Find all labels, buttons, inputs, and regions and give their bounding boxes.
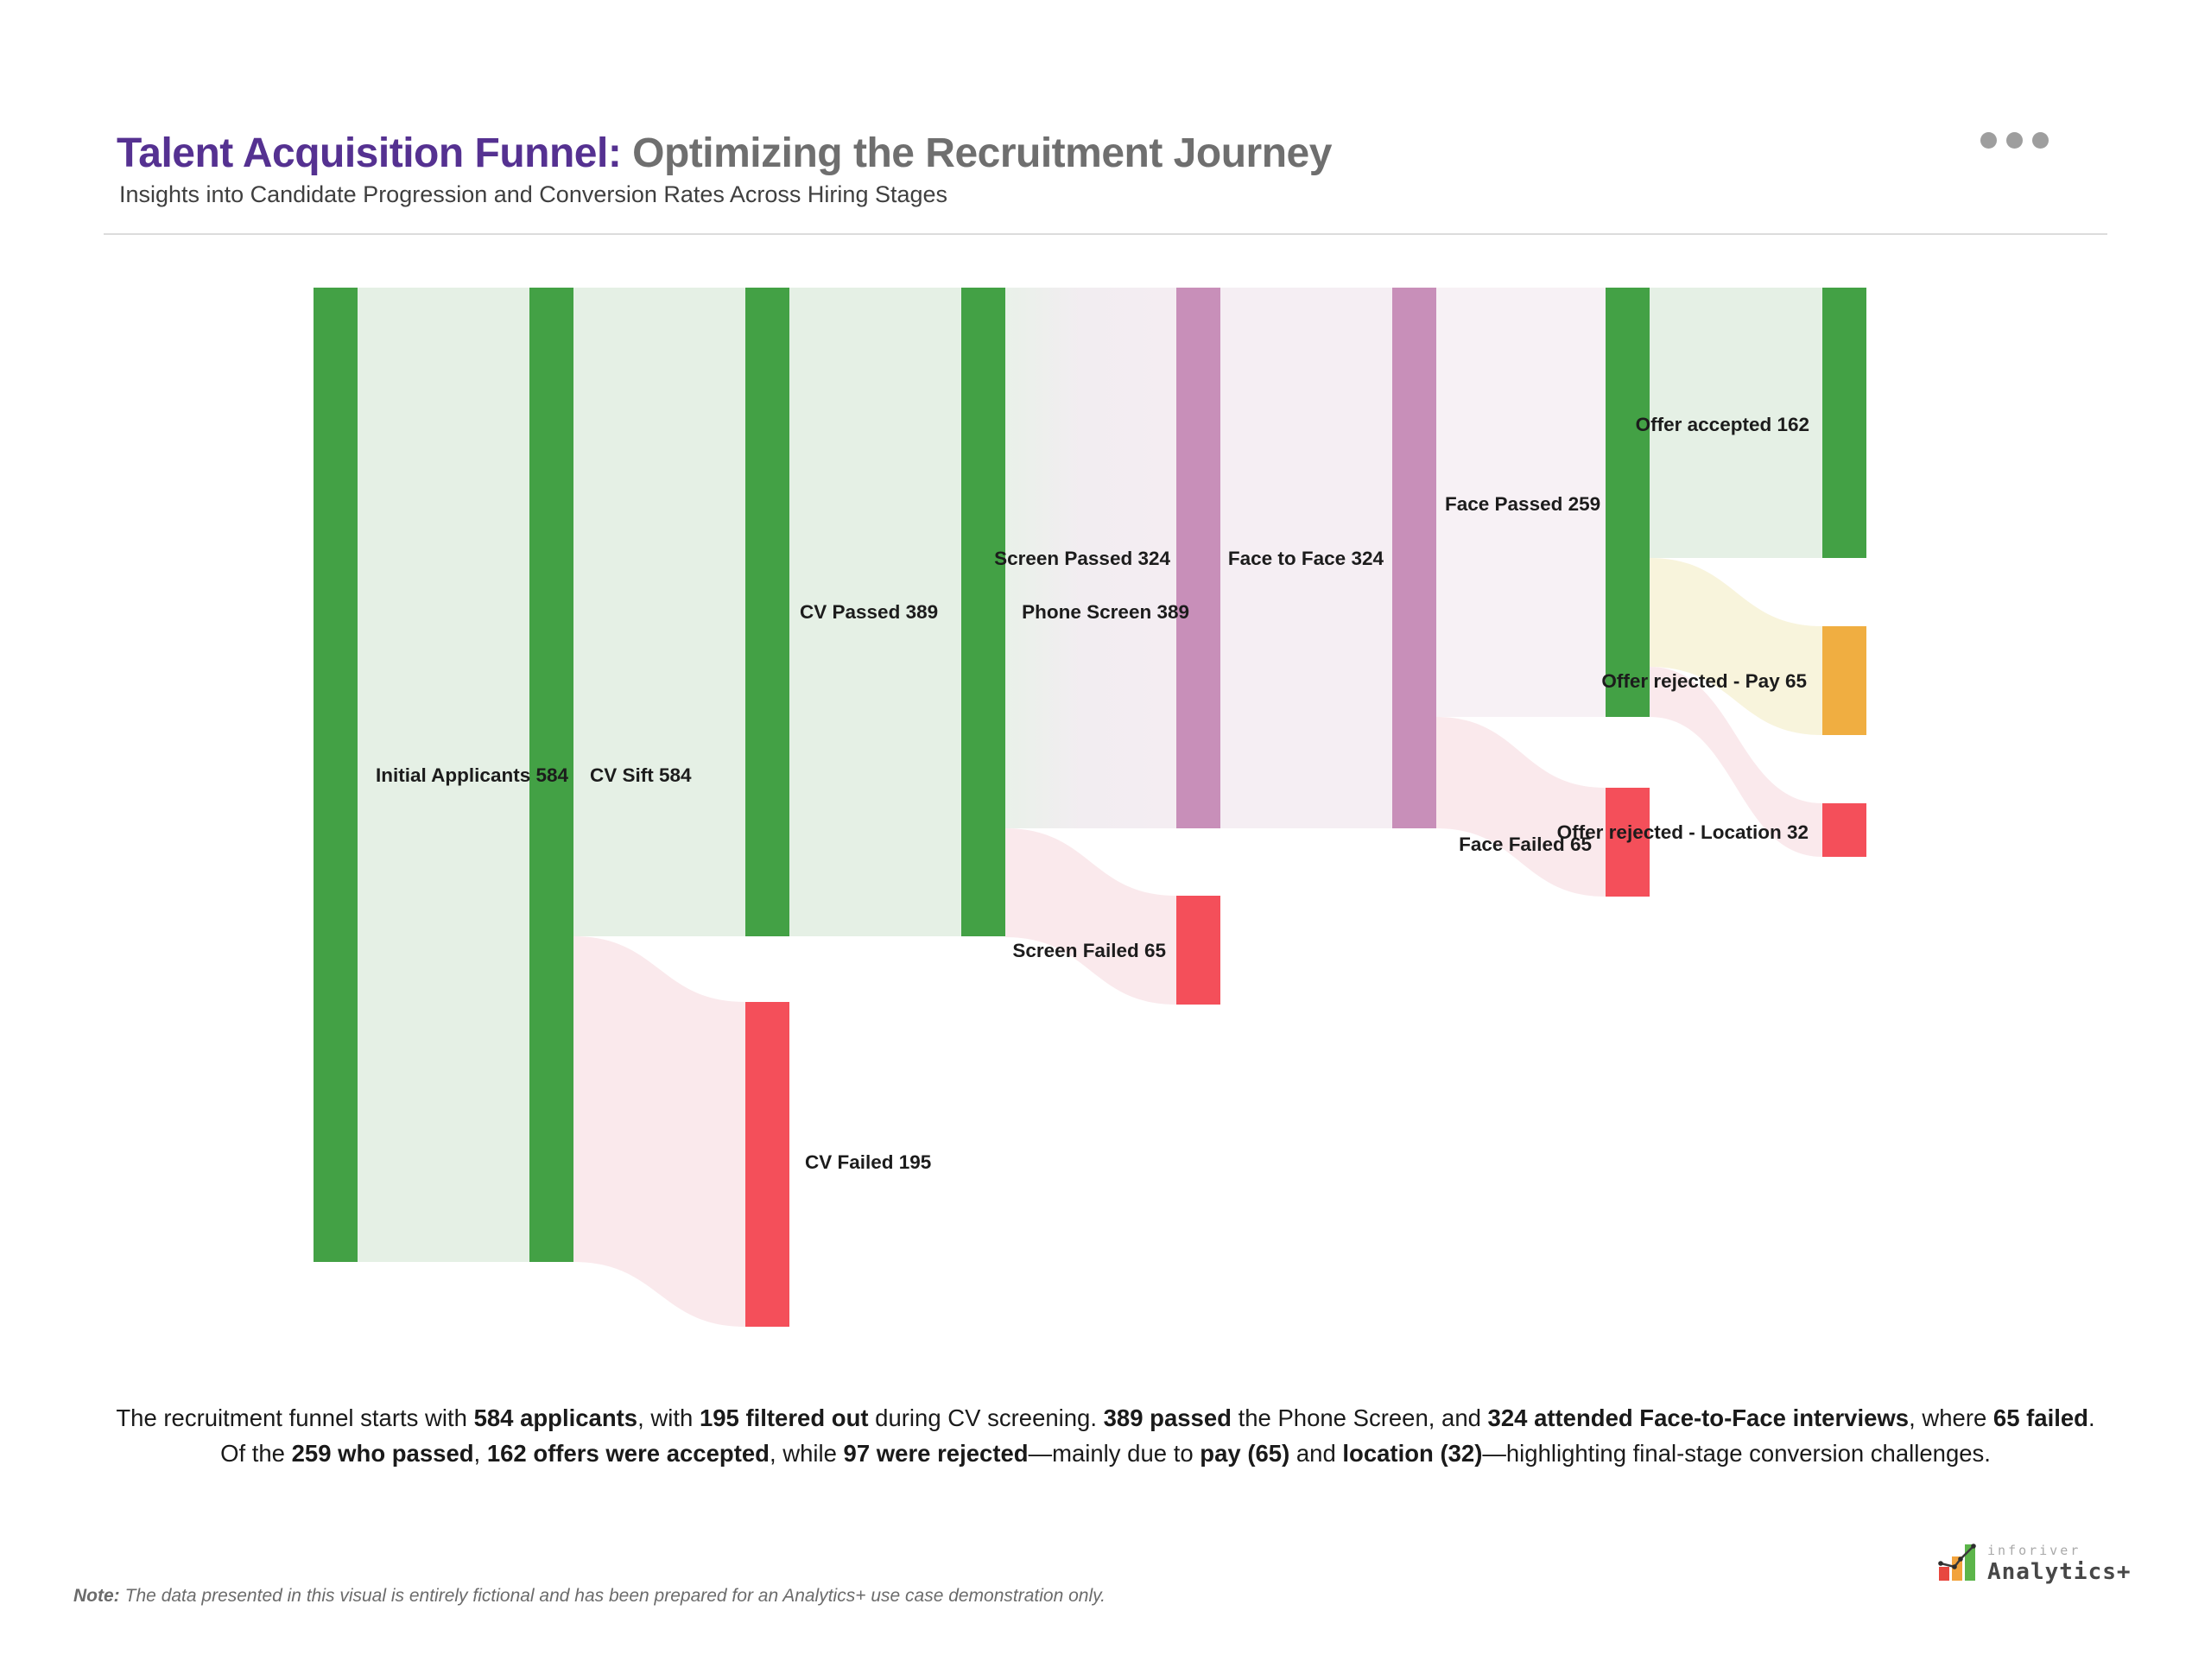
sankey-node-label-cv-failed: CV Failed 195 [805, 1151, 931, 1173]
sankey-flow-initial-applicants-to-cv-sift[interactable] [358, 288, 529, 1262]
sankey-node-screen-failed[interactable] [1176, 896, 1220, 1005]
footnote-body: The data presented in this visual is ent… [124, 1586, 1106, 1606]
summary-highlight: pay (65) [1200, 1440, 1290, 1467]
footnote: Note: The data presented in this visual i… [73, 1586, 1106, 1607]
sankey-node-label-screen-failed: Screen Failed 65 [1012, 940, 1166, 961]
sankey-node-initial-applicants[interactable] [314, 288, 358, 1262]
summary-fragment: , while [769, 1440, 844, 1467]
page-title: Talent Acquisition Funnel: Optimizing th… [117, 130, 1332, 177]
sankey-node-label-face-passed: Face Passed 259 [1445, 493, 1600, 515]
sankey-flow-cv-sift-to-cv-failed[interactable] [573, 936, 745, 1327]
sankey-node-label-face-failed: Face Failed 65 [1459, 834, 1592, 855]
sankey-node-cv-sift[interactable] [529, 288, 573, 1262]
sankey-node-offer-rejected-location[interactable] [1822, 803, 1866, 857]
sankey-node-offer-accepted[interactable] [1822, 288, 1866, 558]
brand-logo: inforiver Analytics+ [1937, 1543, 2132, 1584]
sankey-flow-screen-passed-to-face-to-face[interactable] [1220, 288, 1392, 828]
sankey-flow-face-passed-to-offer-accepted[interactable] [1650, 288, 1822, 558]
sankey-node-screen-passed[interactable] [1176, 288, 1220, 828]
sankey-flow-cv-passed-to-phone-screen[interactable] [789, 288, 961, 936]
sankey-node-label-offer-rejected-pay: Offer rejected - Pay 65 [1601, 670, 1807, 692]
sankey-flow-face-passed-to-offer-rejected-pay[interactable] [1650, 558, 1822, 735]
bar-chart-icon [1938, 1544, 1976, 1581]
page-subtitle: Insights into Candidate Progression and … [119, 181, 948, 207]
sankey-node-face-failed[interactable] [1606, 788, 1650, 897]
summary-fragment: . Of the [220, 1404, 2095, 1467]
summary-fragment: , with [637, 1404, 700, 1431]
summary-highlight: 195 filtered out [699, 1404, 869, 1431]
sankey-node-phone-screen[interactable] [961, 288, 1005, 936]
inforiver-wordmark: inforiver [1987, 1543, 2081, 1558]
ellipsis-icon [2032, 132, 2049, 149]
sankey-node-face-passed[interactable] [1606, 288, 1650, 717]
sankey-flow-face-passed-to-offer-rejected-location[interactable] [1650, 667, 1822, 857]
footnote-label: Note: [73, 1586, 120, 1606]
summary-fragment: —highlighting final-stage conversion cha… [1482, 1440, 1991, 1467]
sankey-flow-phone-screen-to-screen-failed[interactable] [1005, 828, 1176, 1005]
sankey-node-label-face-to-face: Face to Face 324 [1228, 548, 1384, 569]
page-title-accent: Talent Acquisition Funnel: [117, 130, 622, 176]
ellipsis-icon [1980, 132, 1997, 149]
summary-fragment: during CV screening. [868, 1404, 1104, 1431]
summary-highlight: 259 who passed [291, 1440, 474, 1467]
summary-highlight: 65 failed [1992, 1404, 2088, 1431]
sankey-node-offer-rejected-pay[interactable] [1822, 626, 1866, 735]
sankey-node-cv-failed[interactable] [745, 1002, 789, 1327]
summary-fragment: —mainly due to [1028, 1440, 1201, 1467]
ellipsis-icon [2006, 132, 2023, 149]
summary-highlight: 584 applicants [473, 1404, 638, 1431]
summary-highlight: location (32) [1342, 1440, 1483, 1467]
sankey-node-label-phone-screen: Phone Screen 389 [1022, 601, 1189, 623]
sankey-node-cv-passed[interactable] [745, 288, 789, 936]
sankey-node-label-offer-rejected-location: Offer rejected - Location 32 [1557, 821, 1809, 843]
summary-highlight: 162 offers were accepted [486, 1440, 770, 1467]
page-title-muted: Optimizing the Recruitment Journey [621, 130, 1332, 176]
sankey-node-label-initial-applicants: Initial Applicants 584 [376, 764, 568, 786]
summary-fragment: , where [1909, 1404, 1993, 1431]
sankey-node-label-screen-passed: Screen Passed 324 [994, 548, 1170, 569]
summary-highlight: 324 attended Face-to-Face interviews [1487, 1404, 1910, 1431]
sankey-node-face-to-face[interactable] [1392, 288, 1436, 828]
sankey-flow-cv-sift-to-cv-passed[interactable] [573, 288, 745, 936]
summary-fragment: The recruitment funnel starts with [116, 1404, 474, 1431]
summary-fragment: and [1289, 1440, 1343, 1467]
analytics-wordmark: Analytics+ [1987, 1559, 2132, 1585]
summary-text: The recruitment funnel starts with 584 a… [112, 1400, 2099, 1471]
sankey-node-label-cv-passed: CV Passed 389 [800, 601, 938, 623]
summary-highlight: 389 passed [1103, 1404, 1232, 1431]
sankey-node-label-cv-sift: CV Sift 584 [590, 764, 692, 786]
sankey-flow-phone-screen-to-screen-passed[interactable] [1005, 288, 1176, 828]
sankey-node-label-offer-accepted: Offer accepted 162 [1636, 414, 1809, 435]
brand-wordmark: inforiver Analytics+ [1987, 1544, 2132, 1584]
summary-highlight: 97 were rejected [843, 1440, 1029, 1467]
header-divider [104, 233, 2107, 235]
summary-fragment: the Phone Screen, and [1231, 1404, 1488, 1431]
sankey-flow-face-to-face-to-face-passed[interactable] [1436, 288, 1606, 717]
more-options-button[interactable] [1980, 132, 2049, 149]
summary-fragment: , [473, 1440, 487, 1467]
sankey-flow-face-to-face-to-face-failed[interactable] [1436, 717, 1606, 897]
